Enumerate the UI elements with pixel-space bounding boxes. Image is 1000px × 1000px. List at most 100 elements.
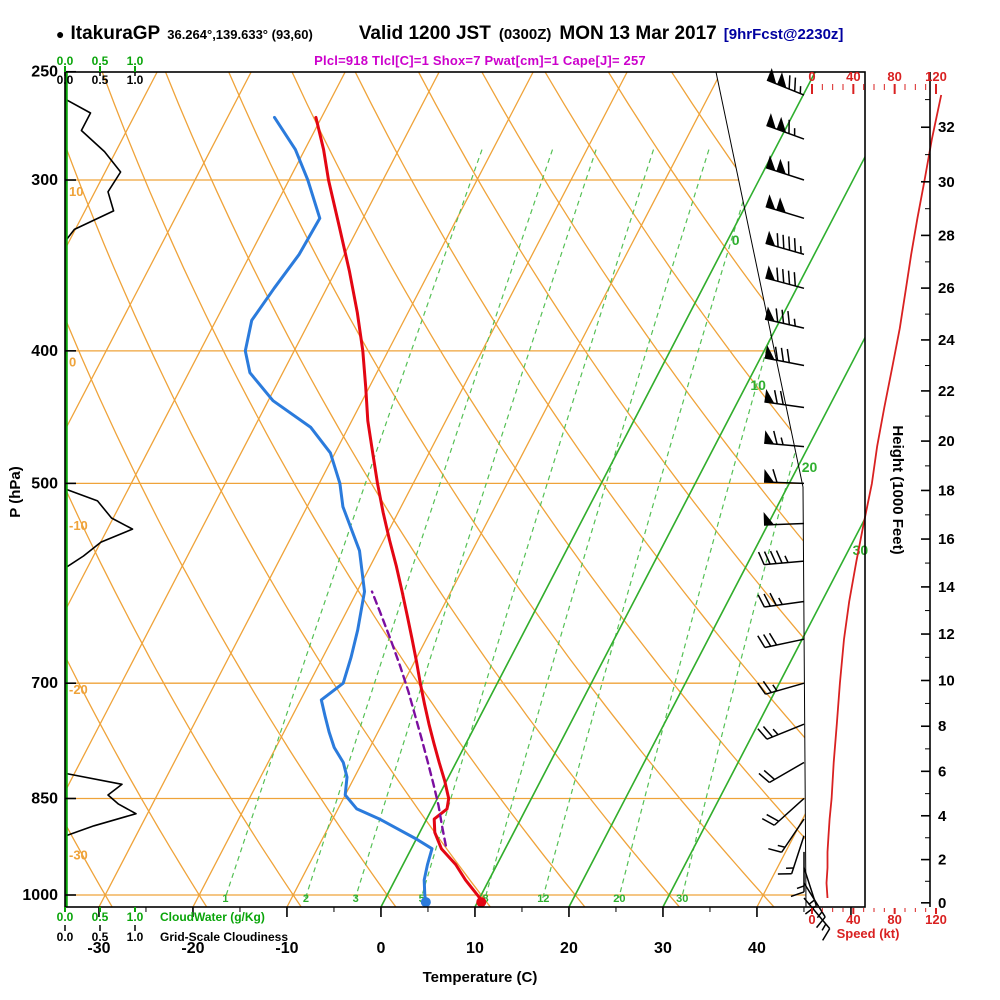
wind-barb-full xyxy=(763,593,771,607)
wind-barb-staff xyxy=(803,882,826,918)
dry-adiabat-line xyxy=(417,72,806,907)
cloudiness-scale-label-top: 1.0 xyxy=(127,73,144,87)
wind-barb-full xyxy=(788,75,791,90)
height-tick-label: 26 xyxy=(938,280,955,297)
wind-barb-full xyxy=(781,309,785,324)
cloudiness-scale-title: Grid-Scale Cloudiness xyxy=(160,930,288,944)
height-tick-label: 4 xyxy=(938,808,947,825)
cloudiness-outline xyxy=(65,488,134,569)
speed-tick-label-top: 40 xyxy=(846,69,860,84)
dry-adiabat-line xyxy=(65,72,208,907)
wind-barb-full xyxy=(769,592,777,606)
dry-adiabat-line xyxy=(481,72,806,907)
wind-barb-full xyxy=(788,236,791,251)
surface-dewpoint-dot xyxy=(420,897,431,908)
cloudiness-scale-label-bottom: 0.5 xyxy=(92,930,109,944)
mixing-ratio-line xyxy=(420,149,655,899)
wind-barb-staff xyxy=(764,560,805,566)
dry-adiabat-line xyxy=(544,72,806,907)
isotherm-line xyxy=(851,72,1000,907)
wind-barb-staff xyxy=(765,682,805,695)
height-tick-label: 18 xyxy=(938,482,955,499)
wind-barb-pennant xyxy=(764,345,775,360)
isotherm-line xyxy=(65,72,346,907)
isotherm-line xyxy=(286,72,722,907)
wind-barb-pennant xyxy=(776,197,786,213)
wind-barb-full xyxy=(768,847,782,853)
wind-barb-full xyxy=(775,550,783,564)
wind-barb-pennant xyxy=(765,230,776,247)
wind-barb-full xyxy=(757,728,768,740)
height-tick-label: 2 xyxy=(938,852,946,869)
mixing-ratio-label: 3 xyxy=(353,893,359,905)
wind-barb-full xyxy=(776,233,779,247)
height-axis-title: Height (1000 Feet) xyxy=(889,425,906,554)
wind-barb-half xyxy=(821,923,827,931)
wind-barb-full xyxy=(786,348,791,363)
cloudwater-scale-label-top: 0.5 xyxy=(92,54,109,68)
mixing-ratio-label: 12 xyxy=(537,893,549,905)
mixing-ratio-line xyxy=(618,149,806,899)
wind-barb-staff xyxy=(781,818,805,853)
pressure-tick-label: 1000 xyxy=(22,887,58,904)
wind-barb-pennant xyxy=(766,113,776,129)
wind-barb-staff xyxy=(766,723,805,740)
wind-barb-full xyxy=(822,928,831,941)
mixing-ratio-label: 2 xyxy=(303,893,309,905)
isotherm-line xyxy=(756,72,806,907)
mixing-ratio-label: 1 xyxy=(222,893,228,905)
height-tick-label: 14 xyxy=(938,579,955,596)
height-tick-label: 32 xyxy=(938,119,955,136)
wind-barb-pennant xyxy=(765,306,775,322)
pressure-tick-label: 850 xyxy=(31,790,58,807)
wind-barb-staff xyxy=(764,600,805,608)
wind-barb-full xyxy=(787,270,791,285)
temperature-tick-label: 10 xyxy=(466,940,484,957)
wind-barb-full xyxy=(773,390,778,404)
wind-barb-pennant xyxy=(764,469,774,483)
wind-barb-staff xyxy=(768,761,805,784)
station-marker-icon: ● xyxy=(56,26,65,42)
cloudwater-scale-label-top: 1.0 xyxy=(127,54,144,68)
dry-adiabat-line xyxy=(65,72,302,907)
cloudiness-scale-label-top: 0.5 xyxy=(92,73,109,87)
mixing-ratio-label: 5 xyxy=(419,893,425,905)
pressure-tick-label: 250 xyxy=(31,64,58,81)
height-tick-label: 24 xyxy=(938,332,955,349)
dewpoint-curve xyxy=(243,115,434,904)
wind-barb-full xyxy=(773,430,778,445)
wind-barbs xyxy=(757,68,831,941)
temperature-curve xyxy=(314,115,484,903)
wind-barb-staff xyxy=(765,166,805,181)
wind-barb-half xyxy=(772,728,779,736)
mixing-ratio-label: 20 xyxy=(613,893,625,905)
speed-tick-label-top: 120 xyxy=(925,69,947,84)
dry-adiabat-line xyxy=(925,72,1000,907)
wind-barb-pennant xyxy=(777,72,787,88)
temperature-axis-title: Temperature (C) xyxy=(423,969,538,986)
height-tick-label: 10 xyxy=(938,672,955,689)
wind-barb-staff xyxy=(765,277,805,290)
temperature-tick-label: 40 xyxy=(748,940,766,957)
wind-barb-pennant xyxy=(764,430,775,444)
green-isotherms xyxy=(380,72,865,907)
wind-barb-half xyxy=(780,437,784,445)
reference-lattice xyxy=(65,72,1000,907)
wind-barb-full xyxy=(793,272,797,287)
temperature-tick-label: -30 xyxy=(87,940,110,957)
dry-adiabat-label: -10 xyxy=(69,518,88,533)
cloudwater-scale-label-bottom: 0.0 xyxy=(57,910,74,924)
wind-barb-full xyxy=(782,234,785,249)
dry-adiabat-label: -30 xyxy=(69,848,88,863)
cloudiness-scale-label-bottom: 1.0 xyxy=(127,930,144,944)
mixing-ratio-label: 30 xyxy=(676,893,688,905)
wind-barb-full xyxy=(757,551,765,565)
wind-barb-full xyxy=(790,891,805,898)
wind-barb-full xyxy=(779,390,784,405)
dry-adiabat-line xyxy=(291,72,806,907)
pressure-tick-label: 300 xyxy=(31,172,58,189)
wind-barb-full xyxy=(758,772,770,784)
green-isotherm-line xyxy=(568,335,865,907)
